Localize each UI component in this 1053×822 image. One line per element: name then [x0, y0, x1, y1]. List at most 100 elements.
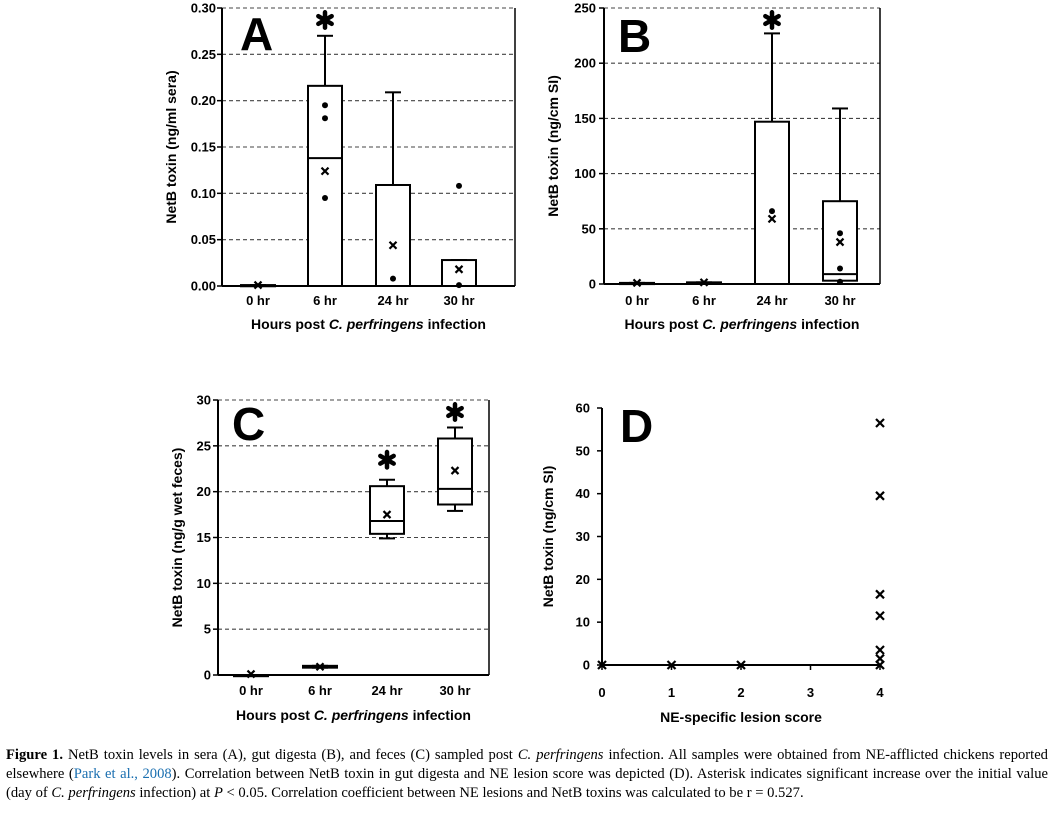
y-tick-d-1: 10: [576, 615, 590, 630]
mean-marker-b-1: [699, 278, 709, 287]
y-tick-a-5: 0.25: [191, 47, 216, 62]
y-tick-b-3: 150: [574, 111, 596, 126]
mean-marker-a-1-stroke-2: [320, 166, 330, 176]
y-tick-a-4: 0.20: [191, 93, 216, 108]
box-c-1: [302, 662, 338, 672]
x-axis-title-b: Hours post C. perfringens infection: [625, 316, 860, 332]
caption-species-1: C. perfringens: [517, 747, 604, 763]
panel-c: 0 5 10 15 20 25 30 NetB toxin (ng/g wet feces) C…: [169, 393, 490, 723]
mean-marker-a-3-stroke-2: [454, 265, 464, 274]
x-axis-title-part-c-0: Hours post: [236, 707, 314, 723]
caption-p-symbol: P: [213, 785, 223, 801]
y-axis-title-a: NetB toxin (ng/ml sera): [163, 70, 179, 223]
figure-caption: Figure 1. NetB toxin levels in sera (A),…: [6, 746, 1048, 803]
x-axis-title-d: NE-specific lesion score: [660, 709, 822, 725]
x-tick-d-0: 0: [598, 685, 605, 700]
x-tick-a-1: 6 hr: [313, 293, 337, 308]
panel-letter-d: D: [620, 400, 653, 452]
panel-b: 0 50 100 150 200 250 NetB toxin (ng/cm SI) B 0 h…: [545, 1, 881, 332]
x-tick-c-1: 6 hr: [308, 683, 332, 698]
scatter-point-d-3-stroke-2: [875, 418, 885, 428]
y-tick-b-0: 0: [589, 277, 596, 292]
box-a-2: [375, 91, 411, 287]
y-tick-b-4: 200: [574, 56, 596, 71]
scatter-point-d-9: [875, 660, 885, 670]
x-tick-c-0: 0 hr: [239, 683, 263, 698]
box-b-2: [754, 32, 790, 285]
data-point-a-1-0: [322, 102, 328, 109]
asterisk-stroke-c-3-2: [446, 405, 464, 419]
mean-marker-a-1: [320, 166, 330, 176]
box-c-2: [369, 478, 405, 540]
mean-marker-b-0: [632, 278, 642, 288]
scatter-point-d-2-stroke-2: [736, 660, 746, 670]
x-tick-c-2: 24 hr: [371, 683, 402, 698]
x-tick-a-0: 0 hr: [246, 293, 270, 308]
y-tick-b-2: 100: [574, 166, 596, 181]
y-tick-d-2: 20: [576, 572, 590, 587]
y-tick-b-5: 250: [574, 1, 596, 16]
scatter-point-d-1: [666, 660, 677, 670]
scatter-point-d-7: [875, 645, 885, 655]
y-axis-title-c: NetB toxin (ng/g wet feces): [169, 448, 185, 628]
x-tick-d-3: 3: [807, 685, 814, 700]
x-axis-title-part-b-1: C. perfringens: [702, 316, 797, 332]
x-tick-b-1: 6 hr: [692, 293, 716, 308]
box-a-3: [441, 182, 477, 289]
data-point-b-3-2: [837, 278, 843, 285]
x-tick-c-3: 30 hr: [439, 683, 470, 698]
x-tick-b-2: 24 hr: [756, 293, 787, 308]
scatter-point-d-1-stroke-2: [666, 660, 677, 670]
caption-label: Figure 1.: [6, 747, 63, 763]
x-axis-title-part-c-2: infection: [409, 707, 471, 723]
x-axis-title-part-b-0: Hours post: [625, 316, 703, 332]
x-axis-title-part-a-0: Hours post: [251, 316, 329, 332]
y-tick-c-2: 10: [197, 576, 211, 591]
mean-marker-b-2: [767, 214, 777, 224]
x-tick-d-2: 2: [737, 685, 744, 700]
scatter-point-d-4-stroke-2: [875, 491, 885, 501]
y-tick-b-1: 50: [582, 221, 596, 236]
y-tick-c-4: 20: [197, 484, 211, 499]
mean-marker-c-3-stroke-2: [450, 466, 460, 475]
y-tick-c-5: 25: [197, 438, 211, 453]
significance-asterisk-a-1: [316, 10, 334, 30]
mean-marker-a-3: [454, 265, 464, 274]
data-point-a-1-2: [322, 194, 328, 201]
figure-panels: 0.00 0.05 0.10 0.15 0.20 0.25 0.30 NetB toxin (…: [163, 1, 885, 725]
caption-text-4: infection) at: [135, 785, 214, 801]
scatter-point-d-7-stroke-2: [875, 645, 885, 655]
box-body-a-3: [441, 259, 477, 288]
caption-reference-link[interactable]: Park et al., 2008: [73, 766, 172, 782]
box-b-3: [822, 107, 858, 285]
panel-letter-a: A: [240, 8, 273, 60]
caption-text-1: NetB toxin levels in sera (A), gut diges…: [63, 747, 518, 763]
x-tick-a-2: 24 hr: [377, 293, 408, 308]
x-tick-b-0: 0 hr: [625, 293, 649, 308]
x-axis-title-a: Hours post C. perfringens infection: [251, 316, 486, 332]
scatter-point-d-5: [875, 589, 885, 600]
data-point-a-1-1: [322, 115, 328, 122]
x-axis-title-part-a-1: C. perfringens: [329, 316, 424, 332]
scatter-point-d-9-stroke-2: [875, 660, 885, 670]
x-axis-title-part-c-1: C. perfringens: [314, 707, 409, 723]
y-tick-c-1: 5: [204, 622, 211, 637]
scatter-point-d-2: [736, 660, 746, 670]
caption-species-2: C. perfringens: [51, 785, 136, 801]
box-b-1: [686, 278, 722, 287]
y-tick-c-3: 15: [197, 530, 211, 545]
x-tick-b-3: 30 hr: [824, 293, 855, 308]
mean-marker-c-1-stroke-2: [315, 662, 325, 672]
y-tick-a-1: 0.05: [191, 232, 216, 247]
scatter-point-d-4: [875, 491, 885, 501]
panel-d: 0 10 20 30 40 50 60 NetB toxin (ng/cm SI) D 0 1 2 3 4…: [540, 400, 885, 725]
box-body-b-2: [754, 120, 790, 285]
data-point-a-3-0: [456, 182, 462, 189]
data-point-b-3-0: [837, 230, 843, 237]
scatter-point-d-0-stroke-2: [597, 660, 607, 670]
asterisk-stroke-a-1-2: [316, 13, 334, 27]
scatter-point-d-5-stroke-2: [875, 589, 885, 600]
y-tick-d-0: 0: [583, 658, 590, 673]
significance-asterisk-c-2: [378, 449, 396, 470]
asterisk-stroke-c-2-2: [378, 453, 396, 466]
